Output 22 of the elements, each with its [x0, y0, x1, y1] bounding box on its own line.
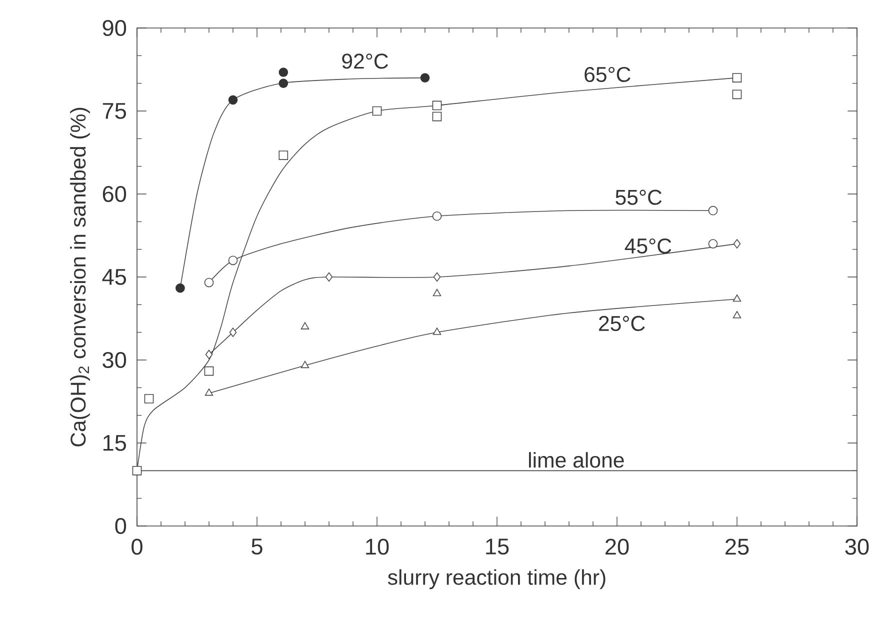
series-label: 65°C — [584, 66, 630, 82]
series-label: 55°C — [616, 190, 662, 205]
y-tick-label: 60 — [102, 186, 126, 202]
x-tick-label: 5 — [252, 538, 262, 555]
legend-label: 92°C — [342, 54, 388, 69]
series-label: 45°C — [624, 238, 672, 254]
y-tick-label: 30 — [102, 352, 126, 368]
y-tick-label: 15 — [103, 435, 126, 451]
y-tick-label: 45 — [102, 269, 126, 285]
ref-line-label: lime alone — [529, 452, 624, 468]
y-axis-title: Ca(OH)$_{2}$ conversion in sandbed (%) — [70, 108, 90, 446]
x-tick-label: 25 — [726, 538, 749, 555]
y-tick-label: 75 — [102, 103, 126, 119]
x-tick-label: 20 — [606, 538, 629, 555]
x-axis-title: slurry reaction time (hr) — [388, 569, 606, 590]
y-tick-label: 90 — [102, 20, 126, 36]
x-tick-label: 10 — [366, 538, 389, 555]
y-tick-label: 0 — [115, 518, 126, 534]
x-tick-label: 0 — [132, 538, 142, 555]
x-tick-label: 15 — [486, 538, 509, 555]
series-label: 25°C — [599, 316, 645, 332]
x-tick-label: 30 — [845, 538, 869, 555]
